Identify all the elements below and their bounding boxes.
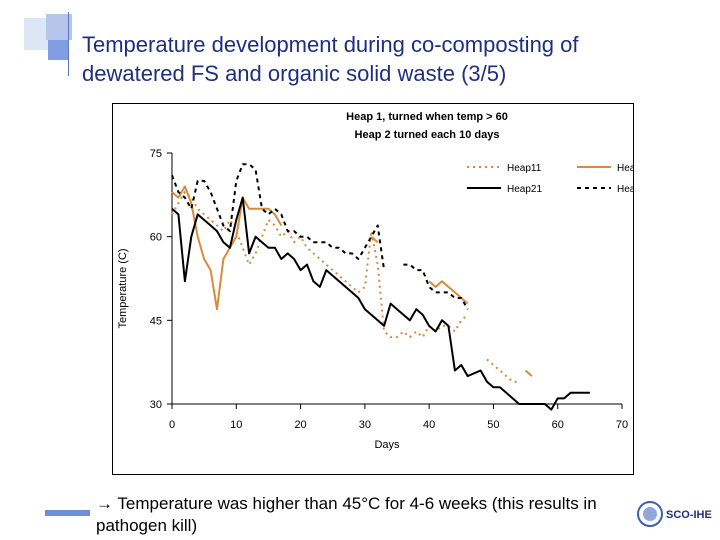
x-tick-label: 50 <box>487 419 499 431</box>
x-tick-label: 30 <box>359 419 371 431</box>
x-tick-label: 40 <box>423 419 435 431</box>
temperature-chart: Heap 1, turned when temp > 60 Heap 2 turn… <box>112 103 634 475</box>
decorative-square <box>48 40 68 60</box>
x-tick-label: 70 <box>616 419 628 431</box>
chart-title: Heap 1, turned when temp > 60 <box>346 111 508 123</box>
y-tick-label: 45 <box>150 315 162 327</box>
series-line-heap12 <box>171 185 533 377</box>
legend-entry: Heap12 <box>617 163 634 174</box>
decorative-bar <box>45 510 90 516</box>
x-axis-label: Days <box>374 439 400 451</box>
slide-title: Temperature development during co-compos… <box>82 32 579 86</box>
decorative-line <box>68 12 69 76</box>
x-tick-label: 20 <box>294 419 306 431</box>
slide-caption: → Temperature was higher than 45°C for 4… <box>96 494 597 535</box>
chart-subtitle: Heap 2 turned each 10 days <box>355 129 500 141</box>
unesco-ihe-logo: SCO-IHE <box>637 501 712 527</box>
x-tick-label: 0 <box>169 419 175 431</box>
x-tick-label: 10 <box>230 419 242 431</box>
legend-entry: Heap21 <box>507 184 542 195</box>
y-tick-label: 30 <box>150 399 162 411</box>
series-line-heap21 <box>171 196 590 411</box>
legend-entry: Heap22 <box>617 184 634 195</box>
chart-frame <box>112 103 634 475</box>
y-tick-label: 75 <box>150 148 162 160</box>
decorative-square <box>46 14 72 40</box>
x-tick-label: 60 <box>552 419 564 431</box>
legend-entry: Heap11 <box>507 163 542 174</box>
series-line-heap11 <box>171 191 520 383</box>
y-tick-label: 60 <box>150 232 162 244</box>
logo-text: SCO-IHE <box>666 509 712 521</box>
y-axis-label: Temperature (C) <box>117 248 129 328</box>
